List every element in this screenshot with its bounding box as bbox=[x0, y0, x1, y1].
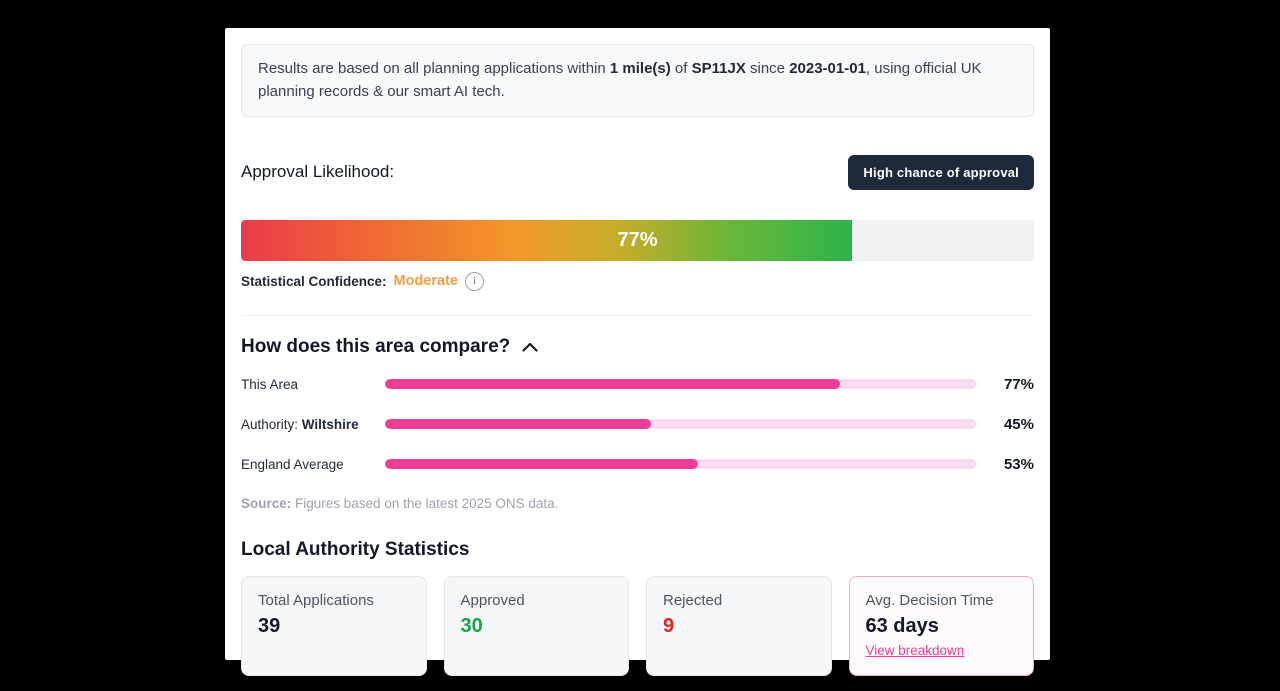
stat-card-approved: Approved 30 bbox=[443, 575, 629, 676]
view-breakdown-link[interactable]: View breakdown bbox=[865, 642, 965, 658]
comparison-bar-track bbox=[385, 419, 976, 429]
stat-value: 30 bbox=[460, 614, 483, 637]
approval-chance-badge: High chance of approval bbox=[848, 154, 1034, 190]
source-note-label: Source: bbox=[241, 495, 292, 511]
info-text-part3: since bbox=[745, 60, 790, 77]
comparison-row-england-average: England Average 53% bbox=[241, 456, 1034, 473]
stats-title: Local Authority Statistics bbox=[241, 538, 470, 560]
stats-section: Local Authority Statistics Total Applica… bbox=[241, 539, 1034, 676]
approval-meter-fill bbox=[241, 219, 852, 261]
comparison-row-label: This Area bbox=[241, 377, 385, 392]
confidence-value: Moderate bbox=[393, 273, 458, 289]
comparison-row-this-area: This Area 77% bbox=[241, 376, 1034, 393]
comparison-row-label-text: England Average bbox=[241, 456, 344, 472]
comparison-row-authority: Authority: Wiltshire 45% bbox=[241, 416, 1034, 433]
info-radius: 1 mile(s) bbox=[609, 60, 671, 77]
comparison-row-percent: 77% bbox=[1003, 375, 1034, 393]
comparison-row-label: England Average bbox=[241, 457, 385, 472]
stat-card-total-applications: Total Applications 39 bbox=[241, 575, 427, 676]
comparison-row-label: Authority: Wiltshire bbox=[241, 417, 385, 432]
confidence-row: Statistical Confidence: Moderate i bbox=[241, 271, 1034, 291]
approval-percent-label: 77% bbox=[617, 228, 658, 251]
info-text-part4: , using official UK planning records & o… bbox=[258, 60, 982, 101]
stat-value: 39 bbox=[258, 614, 281, 637]
stat-label: Avg. Decision Time bbox=[865, 591, 994, 609]
comparison-title: How does this area compare? bbox=[241, 335, 511, 357]
approval-meter-track: 77% bbox=[241, 219, 1034, 261]
results-info-banner: Results are based on all planning applic… bbox=[241, 44, 1034, 117]
approval-header: Approval Likelihood: High chance of appr… bbox=[241, 154, 1034, 190]
source-note: Source: Figures based on the latest 2025… bbox=[241, 496, 1034, 511]
comparison-row-percent: 53% bbox=[1003, 455, 1034, 473]
confidence-label: Statistical Confidence: bbox=[241, 273, 387, 289]
comparison-row-label-text: Authority: bbox=[241, 416, 302, 432]
comparison-section: How does this area compare? This Area 77… bbox=[241, 314, 1034, 511]
comparison-bar-fill bbox=[385, 379, 841, 389]
stat-label: Approved bbox=[460, 591, 525, 609]
comparison-bar-track bbox=[385, 459, 976, 469]
stat-card-avg-decision-time: Avg. Decision Time 63 days View breakdow… bbox=[848, 575, 1034, 676]
comparison-bar-fill bbox=[385, 419, 651, 429]
stat-value: 63 days bbox=[865, 614, 939, 637]
results-card: Results are based on all planning applic… bbox=[225, 28, 1050, 676]
stat-card-rejected: Rejected 9 bbox=[646, 575, 832, 676]
info-postcode: SP11JX bbox=[691, 60, 746, 77]
stat-value: 9 bbox=[663, 614, 675, 637]
info-tooltip-icon[interactable]: i bbox=[465, 271, 484, 291]
info-text-part2: of bbox=[670, 60, 692, 77]
info-date: 2023-01-01 bbox=[789, 60, 866, 77]
comparison-row-percent: 45% bbox=[1003, 415, 1034, 433]
comparison-bar-track bbox=[385, 379, 976, 389]
stat-label: Total Applications bbox=[258, 591, 374, 609]
stat-label: Rejected bbox=[663, 591, 723, 609]
comparison-rows: This Area 77% Authority: Wiltshire 45% E… bbox=[241, 376, 1034, 473]
comparison-bar-fill bbox=[385, 459, 699, 469]
chevron-up-icon[interactable] bbox=[522, 342, 538, 352]
source-note-text: Figures based on the latest 2025 ONS dat… bbox=[291, 495, 559, 511]
info-text-part1: Results are based on all planning applic… bbox=[258, 60, 610, 77]
comparison-section-toggle[interactable]: How does this area compare? bbox=[241, 336, 1034, 358]
approval-likelihood-title: Approval Likelihood: bbox=[241, 162, 395, 181]
stats-grid: Total Applications 39 Approved 30 Reject… bbox=[241, 575, 1034, 676]
comparison-row-label-text: This Area bbox=[241, 376, 299, 392]
comparison-row-label-bold: Wiltshire bbox=[301, 416, 359, 432]
